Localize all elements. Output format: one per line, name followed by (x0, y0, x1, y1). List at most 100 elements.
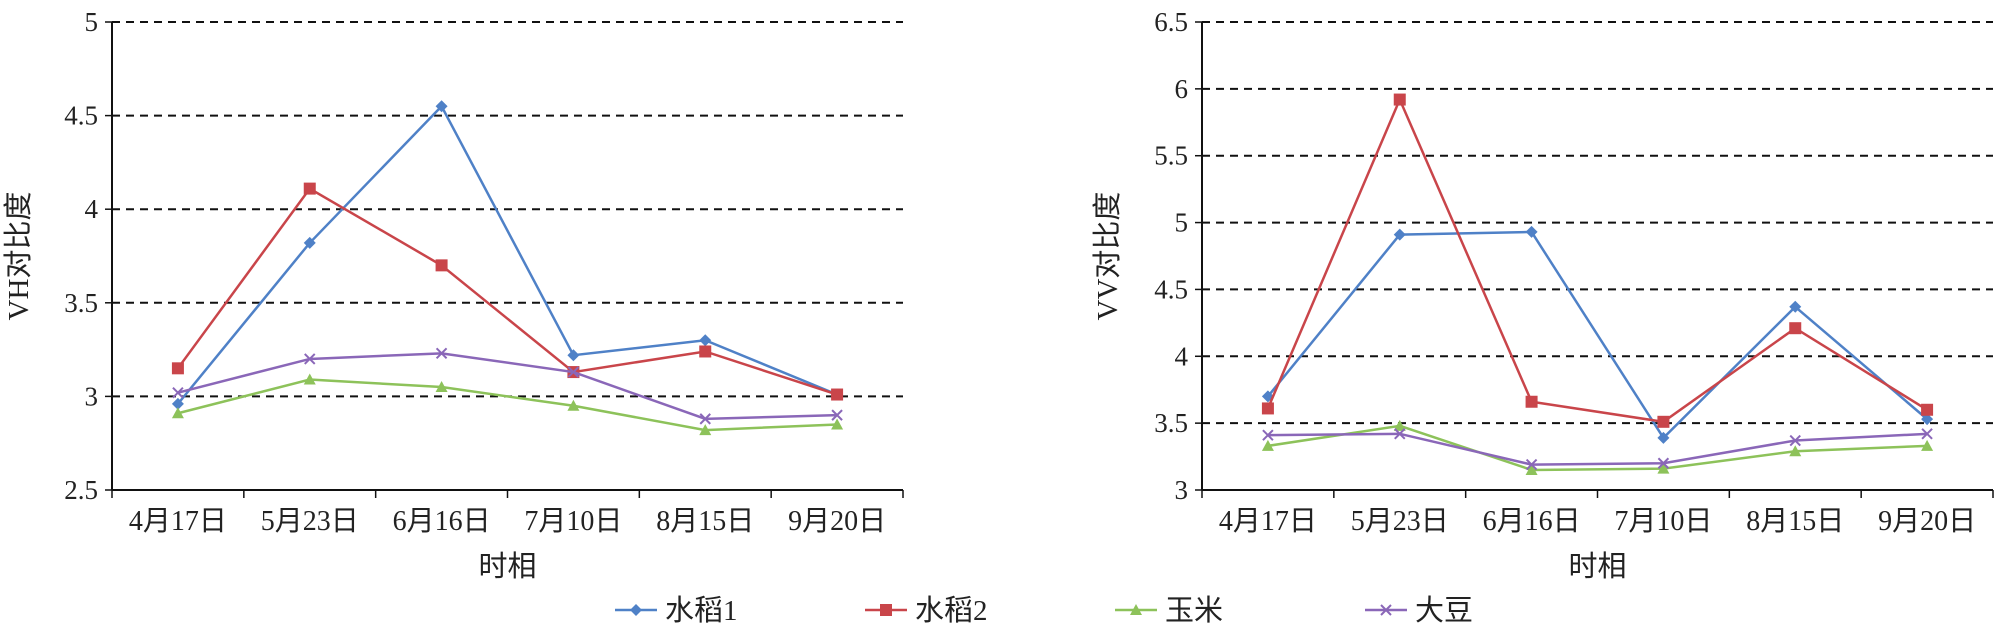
legend: 水稻1 水稻2 玉米 大豆 (615, 594, 1473, 627)
legend-label: 玉米 (1165, 594, 1223, 627)
data-point (303, 182, 316, 195)
x-tick-label: 4月17日 (1219, 506, 1317, 537)
x-tick-label: 5月23日 (261, 506, 359, 537)
y-tick-label: 3 (85, 381, 99, 411)
data-point (435, 347, 448, 360)
series-line (176, 104, 838, 405)
y-tick-label: 4 (85, 194, 99, 224)
data-point (303, 373, 316, 385)
data-point (567, 349, 580, 362)
data-point (171, 397, 184, 410)
data-point (1525, 458, 1538, 471)
y-tick-label: 3.5 (1154, 408, 1188, 438)
data-point (1921, 428, 1933, 440)
x-tick-label: 5月23日 (1351, 506, 1449, 537)
x-tick-label: 6月16日 (393, 506, 491, 537)
y-tick-label: 5 (85, 7, 99, 37)
legend-marker (1380, 604, 1392, 616)
y-tick-label: 6.5 (1154, 7, 1188, 37)
data-point (1261, 439, 1274, 451)
series-4 (1262, 428, 1933, 471)
series-line (177, 352, 838, 421)
x-tick-label: 9月20日 (1878, 506, 1976, 537)
x-axis-title: 时相 (478, 550, 536, 583)
data-point (1261, 402, 1274, 415)
x-tick-label: 8月15日 (656, 506, 754, 537)
y-tick-label: 3.5 (64, 288, 98, 318)
data-point (699, 334, 712, 347)
data-point (699, 424, 712, 436)
x-tick-label: 9月20日 (788, 506, 886, 537)
data-point (1393, 419, 1406, 431)
legend-marker (880, 604, 892, 616)
data-point (1789, 322, 1802, 335)
data-point (1789, 445, 1802, 457)
x-tick-label: 8月15日 (1746, 506, 1844, 537)
y-tick-label: 6 (1175, 74, 1189, 104)
y-tick-label: 5.5 (1154, 141, 1188, 171)
series-2 (1261, 93, 1934, 428)
x-axis-title: 时相 (1568, 550, 1626, 583)
data-point (831, 418, 844, 430)
y-tick-label: 4 (1175, 341, 1189, 371)
y-tick-label: 4.5 (1154, 274, 1188, 304)
legend-label: 水稻1 (665, 594, 738, 627)
y-axis-title: VH对比度 (2, 192, 35, 321)
x-tick-label: 7月10日 (524, 506, 622, 537)
data-point (1657, 462, 1670, 474)
data-point (1657, 457, 1670, 469)
x-tick-label: 6月16日 (1483, 506, 1581, 537)
data-point (1921, 439, 1934, 451)
x-tick-label: 4月17日 (129, 506, 227, 537)
series-line (1266, 230, 1928, 440)
legend-label: 大豆 (1415, 594, 1473, 627)
series-line (1267, 432, 1928, 466)
data-point (1657, 415, 1670, 428)
series-3 (1261, 419, 1934, 475)
data-point (567, 399, 580, 411)
series-line (176, 186, 838, 396)
vv-contrast-chart: 3 3.5 4 4.5 5 5.5 6 6.5 4月17日 5月23日 6月16日 7月10日 8月15… (1091, 7, 1994, 583)
data-point (831, 409, 843, 421)
data-point (1789, 434, 1801, 447)
data-point (699, 345, 712, 358)
data-point (1393, 93, 1406, 106)
data-point (1525, 463, 1538, 475)
data-point (1657, 431, 1670, 444)
y-tick-label: 2.5 (64, 475, 98, 505)
series-3 (171, 373, 844, 436)
data-point (1921, 413, 1934, 426)
data-point (304, 353, 316, 365)
series-line (1266, 96, 1928, 424)
data-point (172, 386, 184, 399)
series-4 (172, 347, 843, 425)
data-point (1525, 225, 1538, 238)
x-tick-label: 7月10日 (1614, 506, 1712, 537)
series-line (1267, 424, 1928, 472)
data-point (1394, 428, 1406, 440)
y-axis-title: VV对比度 (1091, 192, 1124, 321)
legend-label: 水稻2 (915, 594, 988, 627)
data-point (567, 366, 580, 378)
data-point (1789, 300, 1802, 313)
data-point (435, 259, 448, 272)
data-point (1921, 403, 1934, 416)
data-point (303, 236, 316, 249)
data-point (831, 388, 844, 401)
y-tick-label: 5 (1175, 208, 1189, 238)
data-point (1525, 395, 1538, 408)
data-point (1262, 429, 1274, 441)
data-point (435, 100, 448, 113)
series-line (177, 378, 838, 432)
data-point (1393, 228, 1406, 241)
data-point (171, 407, 184, 419)
legend-marker (630, 604, 642, 616)
data-point (171, 362, 184, 375)
y-tick-label: 3 (1175, 475, 1189, 505)
data-point (699, 413, 711, 425)
vh-contrast-chart: 2.5 3 3.5 4 4.5 5 4月17日 5月23日 6月16日 7月10日 8月15日 9月2… (2, 7, 904, 583)
data-point (435, 381, 448, 393)
legend-marker (1130, 604, 1142, 615)
y-tick-label: 4.5 (64, 101, 98, 131)
